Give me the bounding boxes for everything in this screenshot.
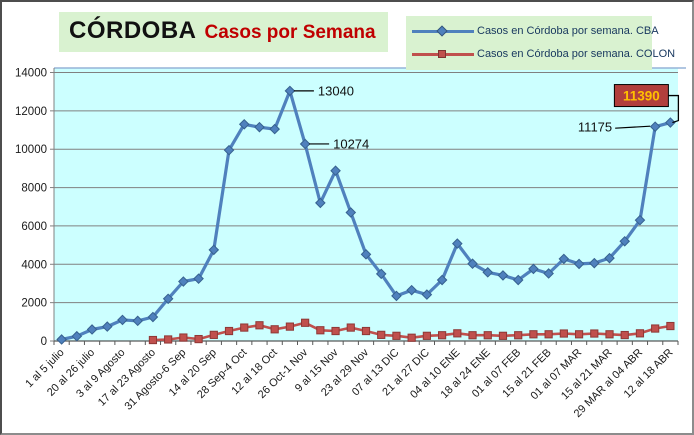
square-marker-icon xyxy=(438,49,446,58)
plot-area xyxy=(54,68,678,341)
svg-text:6000: 6000 xyxy=(21,221,47,233)
svg-text:4000: 4000 xyxy=(21,259,47,271)
svg-text:12000: 12000 xyxy=(15,106,47,118)
y-axis-labels: 0 2000 4000 6000 8000 10000 12000 14000 xyxy=(15,68,47,349)
title-main: CÓRDOBA xyxy=(69,17,197,44)
legend-item-cba: Casos en Córdoba por semana. CBA xyxy=(412,21,659,41)
svg-text:11175: 11175 xyxy=(578,120,612,135)
legend-item-label: Casos en Córdoba por semana. COLON xyxy=(477,48,676,60)
annotation-11175: 11175 xyxy=(578,120,651,135)
legend-item-label: Casos en Córdoba por semana. CBA xyxy=(477,25,659,37)
colon-line-swatch xyxy=(412,49,474,58)
svg-text:10274: 10274 xyxy=(333,136,369,151)
svg-text:8000: 8000 xyxy=(21,183,47,195)
series-cba xyxy=(56,85,676,345)
legend-item-colon: Casos en Córdoba por semana. COLON xyxy=(412,44,675,64)
x-axis-ticks xyxy=(53,341,679,345)
title-sub: Casos por Semana xyxy=(204,22,376,43)
annotation-11390: 11390 xyxy=(613,84,680,124)
annotation-10274: 10274 xyxy=(309,136,369,151)
diamond-marker-icon xyxy=(436,24,448,37)
svg-text:14000: 14000 xyxy=(15,68,47,80)
cba-line-swatch xyxy=(412,24,474,37)
gridlines xyxy=(50,72,678,342)
legend: Casos en Córdoba por semana. CBA Casos e… xyxy=(406,16,675,70)
svg-text:0: 0 xyxy=(41,336,47,348)
series-colon xyxy=(148,318,675,345)
svg-text:11390: 11390 xyxy=(623,89,660,104)
annotation-13040: 13040 xyxy=(293,83,354,98)
svg-text:2000: 2000 xyxy=(21,298,47,310)
svg-text:13040: 13040 xyxy=(318,83,354,98)
svg-text:10000: 10000 xyxy=(15,144,47,156)
chart-title: CÓRDOBA Casos por Semana xyxy=(59,12,388,52)
